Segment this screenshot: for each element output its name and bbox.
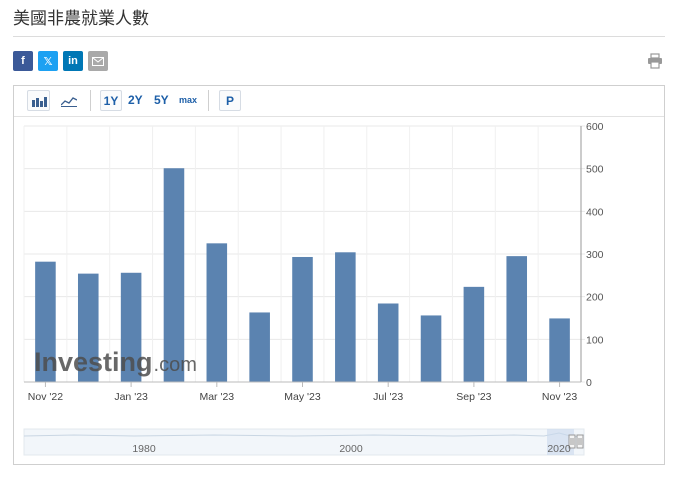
range-max-button[interactable]: max	[179, 95, 198, 105]
x-tick-label: Jan '23	[114, 391, 148, 403]
line-chart-type-button[interactable]	[57, 90, 80, 111]
toolbar-separator	[208, 90, 209, 111]
x-tick-label: Sep '23	[456, 391, 491, 403]
range-2y-button[interactable]: 2Y	[128, 93, 143, 107]
bar[interactable]	[163, 168, 185, 382]
y-tick-label: 500	[586, 164, 604, 176]
facebook-share-button[interactable]: f	[13, 51, 33, 71]
bar[interactable]	[420, 315, 442, 382]
y-tick-label: 300	[586, 249, 604, 261]
title-divider	[13, 36, 665, 37]
x-tick-label: Nov '22	[28, 391, 63, 403]
navigator-label: 2020	[547, 443, 571, 455]
navigator-handle-left[interactable]	[568, 434, 576, 449]
y-axis: 0 100 200 300 400 500 600	[580, 121, 604, 389]
bar[interactable]	[120, 272, 142, 382]
x-tick-label: Nov '23	[542, 391, 577, 403]
toolbar-divider	[14, 116, 664, 117]
range-1y-button[interactable]: 1Y	[100, 90, 122, 111]
navigator-label: 2000	[339, 443, 363, 455]
twitter-share-button[interactable]: 𝕏	[38, 51, 58, 71]
y-tick-label: 100	[586, 334, 604, 346]
y-tick-label: 600	[586, 121, 604, 133]
navigator-labels: 1980 2000 2020	[132, 443, 571, 455]
x-tick-label: Jul '23	[373, 391, 403, 403]
printer-icon[interactable]	[647, 53, 663, 69]
x-tick-label: May '23	[284, 391, 321, 403]
y-tick-label: 0	[586, 377, 592, 389]
toolbar-separator	[90, 90, 91, 111]
bars	[35, 168, 570, 382]
bar[interactable]	[35, 261, 56, 382]
chart-container: 1Y 2Y 5Y max P Investing .com 0 100 200 300…	[13, 85, 665, 465]
watermark-suffix: .com	[154, 354, 197, 376]
bar[interactable]	[206, 243, 228, 382]
email-share-button[interactable]	[88, 51, 108, 71]
watermark-brand: Investing	[34, 347, 153, 377]
y-tick-label: 200	[586, 292, 604, 304]
bar[interactable]	[77, 273, 99, 382]
bar[interactable]	[549, 318, 570, 382]
envelope-icon	[92, 56, 104, 66]
time-navigator[interactable]: 1980 2000 2020	[23, 428, 585, 456]
bar[interactable]	[377, 303, 399, 382]
bar-chart-icon	[31, 96, 47, 107]
range-5y-button[interactable]: 5Y	[154, 93, 169, 107]
x-axis: Nov '22 Jan '23 Mar '23 May '23 Jul '23 Sep '…	[24, 381, 581, 403]
bar-chart: Investing .com 0 100 200 300 400 500 600 Nov '…	[23, 121, 604, 456]
chart-toolbar: 1Y 2Y 5Y max P	[14, 86, 664, 116]
bar[interactable]	[335, 252, 356, 382]
linkedin-icon: in	[68, 55, 78, 67]
bar[interactable]	[506, 256, 528, 382]
investing-watermark: Investing .com	[34, 347, 197, 377]
bar[interactable]	[463, 286, 485, 382]
bar[interactable]	[249, 312, 270, 382]
y-tick-label: 400	[586, 206, 604, 218]
bar-chart-type-button[interactable]	[27, 90, 50, 111]
x-tick-label: Mar '23	[199, 391, 234, 403]
navigator-handle-right[interactable]	[576, 434, 584, 449]
x-icon: 𝕏	[43, 55, 53, 68]
bar[interactable]	[292, 256, 313, 382]
linkedin-share-button[interactable]: in	[63, 51, 83, 71]
navigator-label: 1980	[132, 443, 156, 455]
share-bar: f 𝕏 in	[13, 51, 108, 71]
line-chart-icon	[60, 96, 77, 107]
navigator-track	[23, 428, 585, 456]
facebook-icon: f	[21, 55, 25, 67]
page-title: 美國非農就業人數	[13, 9, 149, 29]
p-button[interactable]: P	[219, 90, 241, 111]
